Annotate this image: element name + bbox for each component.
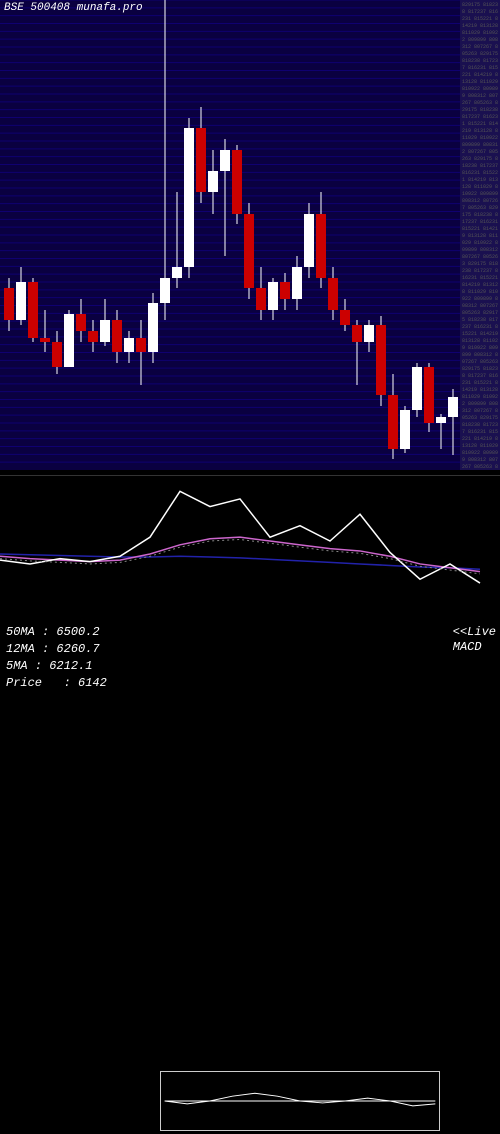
candle: [88, 0, 98, 470]
candle: [196, 0, 206, 470]
candle: [112, 0, 122, 470]
candle: [448, 0, 458, 470]
candle: [364, 0, 374, 470]
price-sidebar: 829175 818238 817237 816231 815221 81421…: [460, 0, 500, 470]
live-label: <<Live: [453, 625, 496, 640]
candle: [52, 0, 62, 470]
stat-50ma: 50MA : 6500.2: [6, 624, 107, 641]
candlestick-chart: [0, 0, 460, 470]
candle: [244, 0, 254, 470]
source-label: munafa.pro: [77, 2, 143, 14]
candle: [328, 0, 338, 470]
candle: [400, 0, 410, 470]
candle: [100, 0, 110, 470]
candle: [256, 0, 266, 470]
candle: [184, 0, 194, 470]
macd-chart: [0, 476, 500, 606]
candle: [376, 0, 386, 470]
candle: [436, 0, 446, 470]
sidebar-values: 829175 818238 817237 816231 815221 81421…: [460, 0, 500, 470]
candle: [280, 0, 290, 470]
chart-header: BSE 500408 munafa.pro: [4, 2, 143, 14]
candle: [148, 0, 158, 470]
candle: [268, 0, 278, 470]
candle: [388, 0, 398, 470]
stat-5ma: 5MA : 6212.1: [6, 658, 107, 675]
candle: [76, 0, 86, 470]
candle: [28, 0, 38, 470]
candle: [124, 0, 134, 470]
macd-label: <<Live MACD: [453, 625, 496, 655]
candle: [340, 0, 350, 470]
macd-panel: 50MA : 6500.2 12MA : 6260.7 5MA : 6212.1…: [0, 475, 500, 700]
candle: [304, 0, 314, 470]
candle: [64, 0, 74, 470]
candle: [352, 0, 362, 470]
symbol-label: BSE 500408: [4, 2, 70, 14]
candle: [160, 0, 170, 470]
candle: [232, 0, 242, 470]
macd-text-label: MACD: [453, 640, 496, 655]
candle: [136, 0, 146, 470]
macd-inset: [160, 1071, 440, 1131]
inset-chart: [161, 1072, 439, 1130]
candle: [316, 0, 326, 470]
candle: [4, 0, 14, 470]
candle: [208, 0, 218, 470]
stat-12ma: 12MA : 6260.7: [6, 641, 107, 658]
candle: [292, 0, 302, 470]
candle: [16, 0, 26, 470]
candle: [220, 0, 230, 470]
candle: [40, 0, 50, 470]
candle: [172, 0, 182, 470]
stat-price: Price : 6142: [6, 675, 107, 692]
stats-block: 50MA : 6500.2 12MA : 6260.7 5MA : 6212.1…: [6, 624, 107, 692]
candle: [424, 0, 434, 470]
candle: [412, 0, 422, 470]
